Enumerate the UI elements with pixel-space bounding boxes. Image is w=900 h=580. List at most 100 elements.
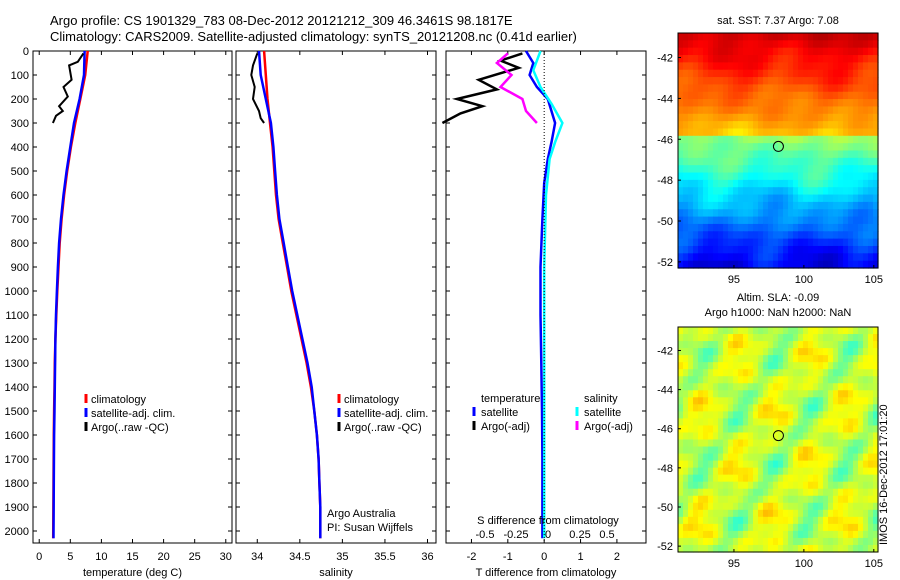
map-cell	[788, 223, 794, 232]
map-cell	[793, 194, 799, 203]
map-cell	[723, 460, 729, 469]
map-cell	[793, 62, 799, 71]
map-cell	[703, 40, 709, 49]
map-cell	[773, 509, 779, 518]
map-cell	[773, 77, 779, 85]
map-cell	[793, 376, 799, 384]
map-cell	[748, 446, 754, 455]
map-cell	[813, 165, 819, 174]
map-cell	[823, 327, 829, 335]
map-cell	[688, 502, 694, 511]
map-cell	[808, 187, 814, 196]
map-cell	[808, 327, 814, 335]
map-cell	[763, 383, 769, 391]
map-cell	[768, 55, 774, 63]
map-cell	[748, 128, 754, 137]
map-cell	[753, 502, 759, 511]
difference-series-3	[494, 52, 538, 124]
map-cell	[698, 91, 704, 100]
map-cell	[728, 327, 734, 335]
map-cell	[718, 411, 724, 420]
map-cell	[803, 425, 809, 434]
map-cell	[678, 341, 684, 349]
map-cell	[803, 467, 809, 476]
map-cell	[678, 69, 684, 78]
map-cell	[838, 40, 844, 49]
map-ytick-label: -44	[657, 93, 673, 105]
depth-tick-label: 1800	[5, 478, 29, 490]
map-cell	[768, 446, 774, 455]
map-cell	[718, 467, 724, 476]
map-cell	[808, 495, 814, 504]
map-cell	[773, 260, 779, 269]
map-cell	[703, 77, 709, 85]
map-cell	[848, 523, 854, 532]
map-cell	[818, 488, 824, 497]
map-cell	[848, 77, 854, 85]
map-cell	[798, 165, 804, 174]
map-cell	[718, 369, 724, 377]
map-cell	[723, 99, 729, 108]
map-cell	[688, 245, 694, 254]
map-cell	[693, 238, 699, 247]
map-cell	[743, 362, 749, 370]
map-cell	[693, 33, 699, 41]
map-cell	[853, 509, 859, 518]
map-cell	[748, 187, 754, 196]
map-cell	[793, 348, 799, 356]
map-cell	[683, 106, 689, 115]
map-cell	[698, 223, 704, 232]
map-cell	[843, 537, 849, 546]
map-cell	[768, 91, 774, 100]
map-cell	[788, 425, 794, 434]
map-cell	[713, 446, 719, 455]
map-cell	[863, 348, 869, 356]
map-cell	[728, 77, 734, 85]
map-ytick-label: -46	[657, 424, 673, 436]
map-cell	[828, 238, 834, 247]
map-cell	[823, 40, 829, 49]
map-cell	[738, 99, 744, 108]
map-cell	[698, 481, 704, 490]
map-cell	[863, 390, 869, 398]
map-cell	[728, 223, 734, 232]
map-cell	[693, 509, 699, 518]
map-cell	[818, 47, 824, 56]
map-cell	[723, 260, 729, 269]
map-cell	[833, 62, 839, 71]
map-cell	[683, 157, 689, 166]
map-cell	[828, 544, 834, 553]
map-cell	[753, 113, 759, 122]
map-cell	[813, 495, 819, 504]
map-cell	[743, 187, 749, 196]
legend-label: satellite-adj. clim.	[344, 408, 428, 420]
map-cell	[748, 135, 754, 144]
map-cell	[783, 523, 789, 532]
map-cell	[848, 509, 854, 518]
map-cell	[868, 260, 874, 269]
map-cell	[753, 194, 759, 203]
map-cell	[688, 231, 694, 240]
map-cell	[768, 77, 774, 85]
map-cell	[738, 348, 744, 356]
map-cell	[763, 201, 769, 210]
map-cell	[838, 91, 844, 100]
map-cell	[718, 91, 724, 100]
map-cell	[858, 113, 864, 122]
map-cell	[773, 121, 779, 130]
map-cell	[778, 488, 784, 497]
map-cell	[823, 376, 829, 384]
map-cell	[708, 502, 714, 511]
map-cell	[768, 99, 774, 108]
map-cell	[768, 201, 774, 210]
map-cell	[833, 135, 839, 144]
map-cell	[713, 260, 719, 269]
map-cell	[688, 495, 694, 504]
map-cell	[698, 327, 704, 335]
map-cell	[828, 362, 834, 370]
map-cell	[818, 245, 824, 254]
map-cell	[778, 223, 784, 232]
map-cell	[748, 77, 754, 85]
map-cell	[718, 334, 724, 342]
map-cell	[843, 135, 849, 144]
